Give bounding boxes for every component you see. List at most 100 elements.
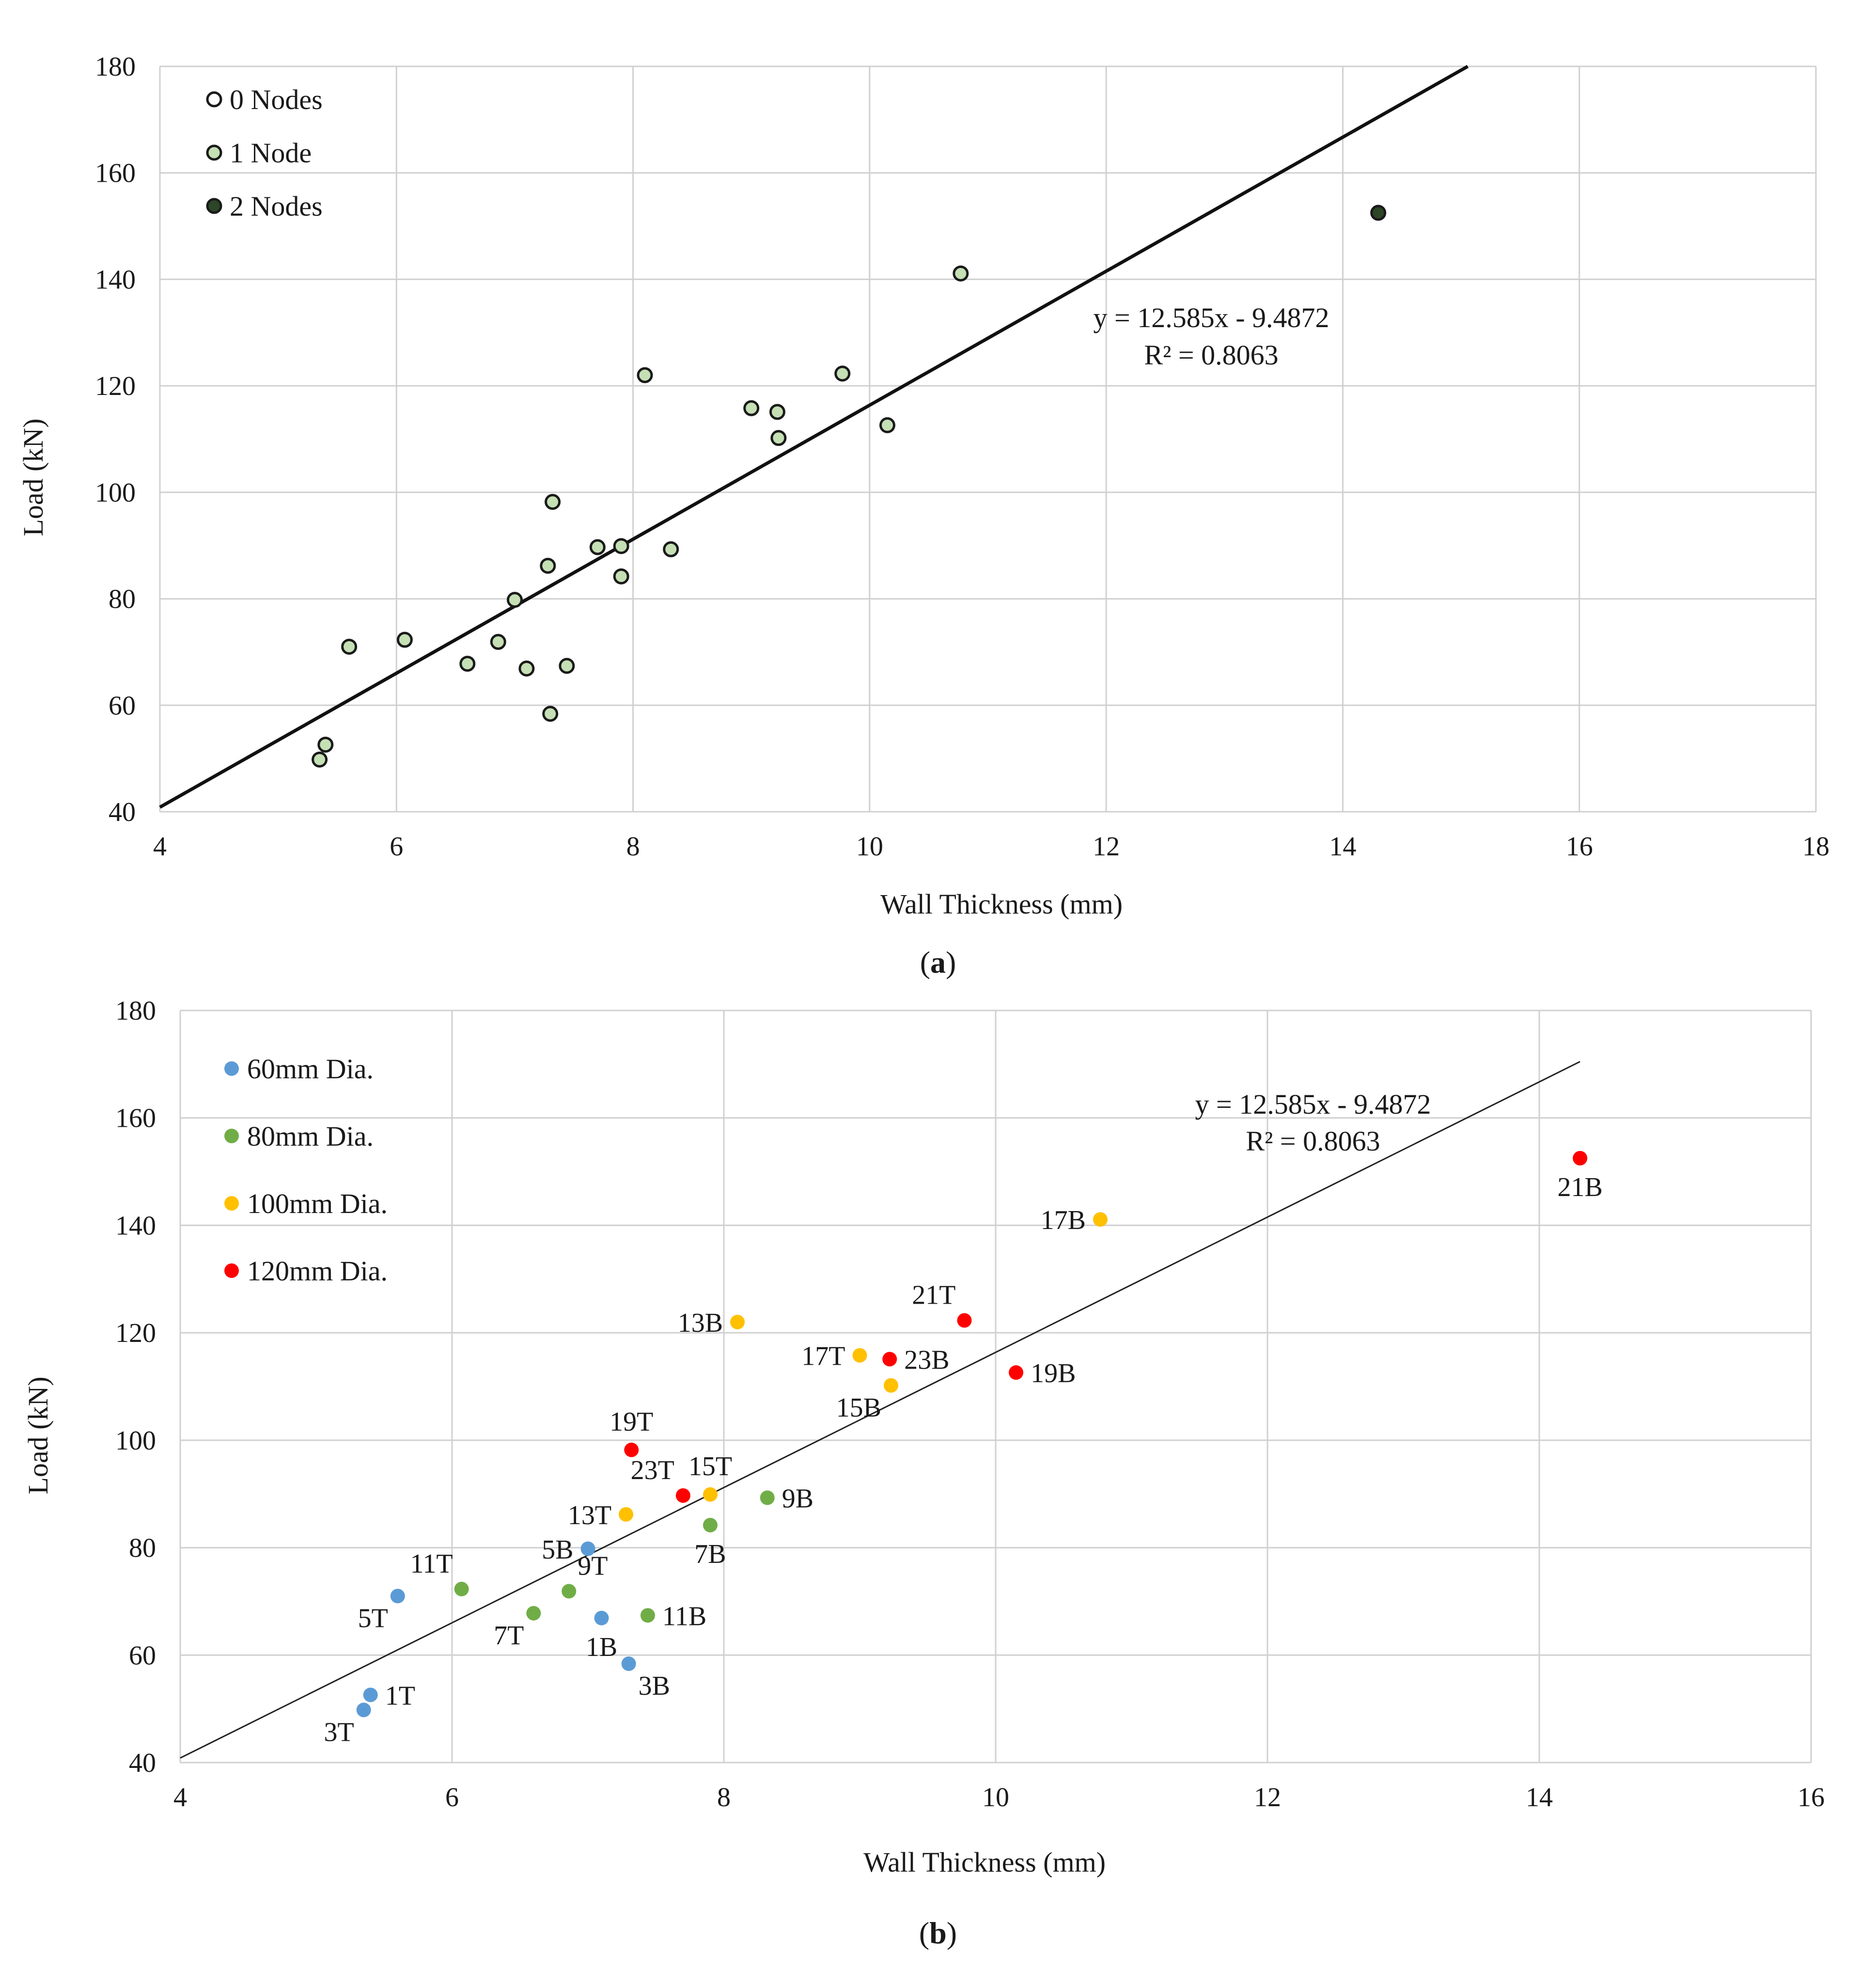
y-tick-label: 120 bbox=[115, 1318, 156, 1348]
legend-label: 0 Nodes bbox=[230, 84, 323, 115]
panel-b-equation: y = 12.585x - 9.4872 bbox=[1195, 1088, 1431, 1120]
data-point bbox=[459, 656, 476, 672]
panel-b-xlabel: Wall Thickness (mm) bbox=[863, 1846, 1106, 1878]
data-point bbox=[640, 1608, 655, 1623]
legend-marker bbox=[206, 144, 222, 161]
point-label: 23B bbox=[904, 1345, 949, 1375]
y-tick-label: 140 bbox=[115, 1211, 156, 1241]
x-tick-label: 18 bbox=[1802, 832, 1829, 862]
point-label: 17T bbox=[801, 1341, 845, 1371]
data-point bbox=[396, 631, 413, 648]
data-point bbox=[1370, 205, 1387, 221]
data-point bbox=[390, 1589, 405, 1604]
legend-marker bbox=[224, 1196, 239, 1211]
point-label: 19B bbox=[1031, 1358, 1076, 1388]
legend-label: 80mm Dia. bbox=[247, 1120, 374, 1152]
y-tick-label: 140 bbox=[95, 265, 136, 295]
point-label: 15T bbox=[688, 1451, 732, 1481]
point-label: 21T bbox=[912, 1280, 955, 1310]
point-label: 15B bbox=[836, 1393, 881, 1423]
y-tick-label: 120 bbox=[95, 371, 136, 401]
data-point bbox=[770, 430, 787, 446]
x-tick-label: 16 bbox=[1566, 832, 1593, 862]
data-point bbox=[957, 1313, 972, 1328]
data-point bbox=[1573, 1150, 1588, 1166]
x-tick-label: 14 bbox=[1526, 1782, 1553, 1812]
point-label: 5B bbox=[542, 1535, 573, 1565]
data-point bbox=[356, 1702, 371, 1718]
data-point bbox=[317, 737, 334, 753]
y-tick-label: 60 bbox=[109, 691, 136, 721]
point-label: 5T bbox=[358, 1603, 388, 1633]
panel-b-ylabel: Load (kN) bbox=[22, 1376, 54, 1494]
data-point bbox=[613, 568, 629, 584]
legend-marker bbox=[224, 1263, 239, 1278]
point-label: 17B bbox=[1041, 1205, 1086, 1235]
data-point bbox=[613, 538, 629, 554]
data-point bbox=[506, 592, 523, 608]
x-tick-label: 10 bbox=[982, 1782, 1009, 1812]
point-label: 11B bbox=[662, 1601, 706, 1631]
x-tick-label: 14 bbox=[1329, 832, 1356, 862]
y-tick-label: 100 bbox=[95, 478, 136, 508]
panel-a-equation: y = 12.585x - 9.4872 bbox=[1093, 302, 1329, 333]
y-tick-label: 40 bbox=[109, 797, 136, 827]
point-label: 3B bbox=[639, 1671, 670, 1701]
panel-b-legend: 60mm Dia. 80mm Dia. 100mm Dia. 120mm Dia. bbox=[224, 1053, 388, 1287]
legend-marker bbox=[206, 91, 222, 108]
y-tick-label: 60 bbox=[129, 1640, 156, 1671]
data-point bbox=[884, 1378, 899, 1393]
panel-b-tick-labels: 4 6 8 10 12 14 16 40 60 80 100 120 140 160 180 bbox=[115, 996, 1825, 1812]
data-point bbox=[769, 404, 785, 420]
y-tick-label: 160 bbox=[95, 158, 136, 189]
y-tick-label: 180 bbox=[95, 52, 136, 82]
data-point bbox=[760, 1490, 775, 1505]
point-label: 7T bbox=[494, 1621, 524, 1651]
x-tick-label: 4 bbox=[153, 832, 167, 862]
panel-a-ylabel: Load (kN) bbox=[17, 418, 49, 536]
data-point bbox=[1093, 1212, 1108, 1227]
panel-a-xlabel: Wall Thickness (mm) bbox=[880, 888, 1123, 920]
data-point bbox=[663, 541, 679, 557]
panel-a-points bbox=[312, 205, 1387, 768]
data-point bbox=[730, 1314, 745, 1329]
data-point bbox=[580, 1541, 595, 1556]
panel-b-trendline bbox=[180, 1061, 1580, 1759]
data-point bbox=[341, 638, 358, 655]
x-tick-label: 8 bbox=[717, 1782, 731, 1812]
y-tick-label: 180 bbox=[115, 996, 156, 1026]
data-point bbox=[834, 365, 851, 382]
point-label: 1B bbox=[586, 1632, 617, 1662]
data-point bbox=[743, 400, 760, 416]
panel-b-r2: R² = 0.8063 bbox=[1246, 1125, 1380, 1157]
panel-a-chart: 4 6 8 10 12 14 16 18 40 60 80 100 120 140 160 180 0 Nod… bbox=[17, 52, 1829, 979]
point-label: 21B bbox=[1557, 1172, 1602, 1202]
point-label: 7B bbox=[694, 1539, 726, 1569]
x-tick-label: 6 bbox=[390, 832, 403, 862]
data-point bbox=[589, 539, 606, 555]
x-tick-label: 8 bbox=[626, 832, 640, 862]
point-label: 3T bbox=[324, 1717, 354, 1747]
panel-a-tick-labels: 4 6 8 10 12 14 16 18 40 60 80 100 120 140 160 180 bbox=[95, 52, 1829, 862]
data-point bbox=[562, 1584, 577, 1599]
data-point bbox=[545, 494, 561, 510]
data-point bbox=[454, 1581, 469, 1596]
panel-a-legend: 0 Nodes 1 Node 2 Nodes bbox=[206, 84, 323, 222]
data-point bbox=[540, 557, 556, 574]
data-point bbox=[624, 1442, 639, 1457]
x-tick-label: 16 bbox=[1798, 1782, 1825, 1812]
point-label: 9T bbox=[578, 1551, 608, 1581]
data-point bbox=[312, 751, 328, 768]
data-point bbox=[559, 658, 575, 674]
data-point bbox=[542, 706, 559, 722]
point-label: 11T bbox=[410, 1549, 453, 1579]
x-tick-label: 4 bbox=[173, 1782, 187, 1812]
point-label: 23T bbox=[631, 1455, 674, 1485]
legend-label: 120mm Dia. bbox=[247, 1255, 388, 1287]
data-point bbox=[953, 265, 969, 282]
panel-b-chart: 4 6 8 10 12 14 16 40 60 80 100 120 140 160 180 3T 1T 5T 5… bbox=[22, 996, 1825, 1950]
data-point bbox=[675, 1488, 690, 1503]
legend-label: 100mm Dia. bbox=[247, 1188, 388, 1219]
y-tick-label: 100 bbox=[115, 1426, 156, 1456]
